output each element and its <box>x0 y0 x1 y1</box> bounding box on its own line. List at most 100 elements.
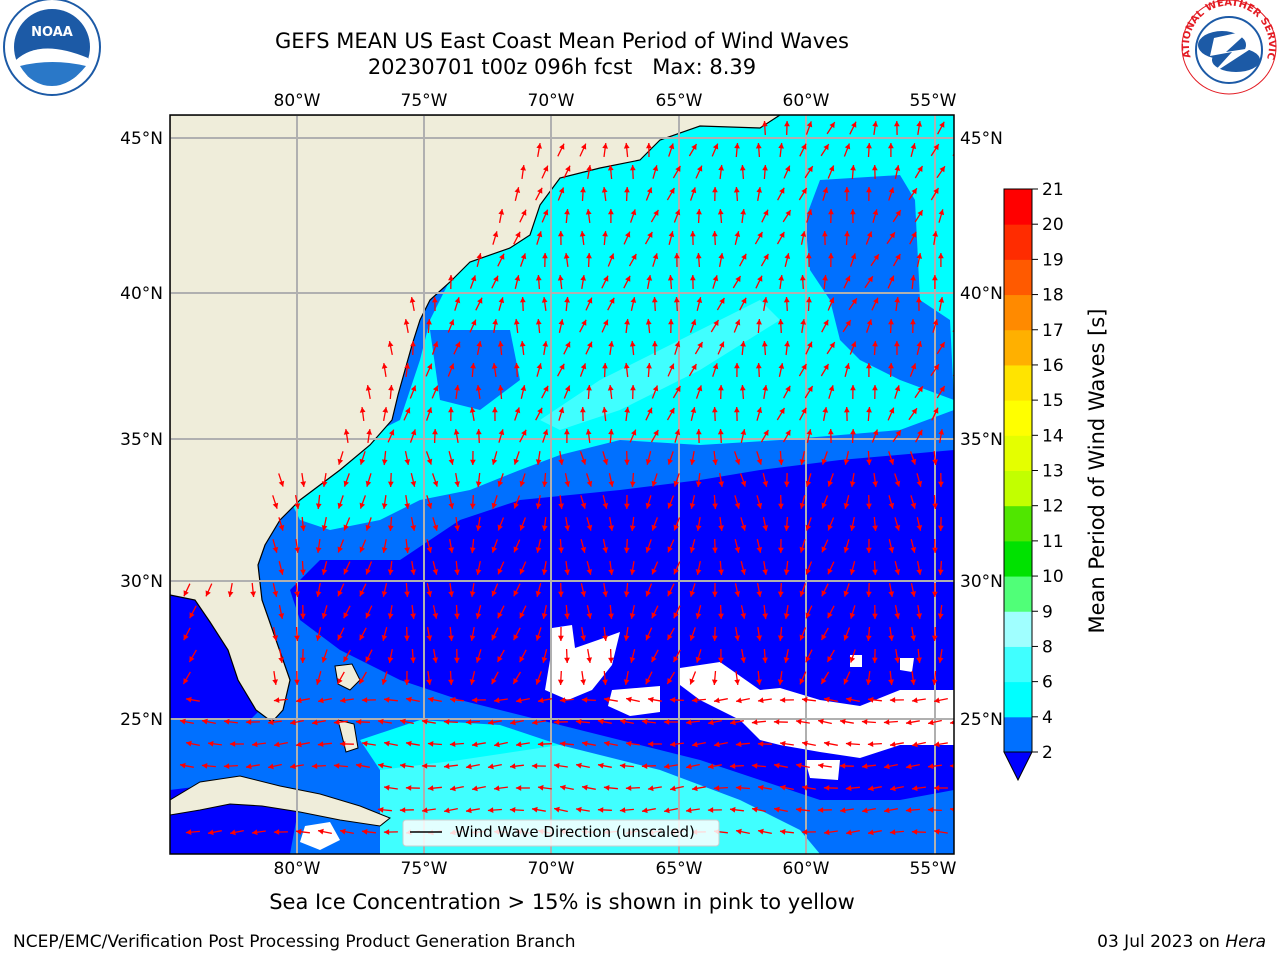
wave-direction-arrowhead <box>421 763 428 769</box>
wave-direction-arrowhead <box>888 502 895 509</box>
wave-direction-arrowhead <box>563 253 570 259</box>
wave-direction-arrowhead <box>444 763 450 770</box>
wave-direction-arrowhead <box>956 785 962 791</box>
wave-direction-arrowhead <box>321 569 328 575</box>
wave-direction-arrowhead <box>472 741 478 748</box>
wave-direction-arrowhead <box>695 613 702 619</box>
wave-direction-arrowhead <box>542 341 548 347</box>
wave-direction-arrowhead <box>932 319 939 326</box>
wave-direction-arrowhead <box>422 718 428 725</box>
wave-direction-arrowhead <box>519 341 526 347</box>
wave-direction-arrowhead <box>938 209 945 216</box>
wave-direction-arrowhead <box>827 656 833 663</box>
wave-direction-arrowhead <box>845 741 852 747</box>
wave-direction-arrowhead <box>315 678 322 685</box>
wave-direction-arrowhead <box>740 209 746 215</box>
wave-direction-arrowhead <box>755 363 762 369</box>
wave-direction-arrowhead <box>824 696 830 703</box>
wave-direction-arrowhead <box>586 253 592 259</box>
lat-label: 45°N <box>960 129 1003 149</box>
wave-direction-arrowhead <box>937 657 944 663</box>
wave-direction-arrowhead <box>807 166 813 173</box>
wave-direction-arrowhead <box>823 319 829 326</box>
lon-label: 65°W <box>656 91 703 111</box>
wave-direction-arrowhead <box>912 697 918 704</box>
wave-direction-arrowhead <box>384 784 390 791</box>
wave-direction-arrowhead <box>515 785 522 791</box>
wave-direction-arrowhead <box>890 785 896 792</box>
wave-direction-arrowhead <box>960 656 965 662</box>
wave-direction-arrowhead <box>690 407 697 413</box>
wave-direction-arrowhead <box>910 502 917 509</box>
wave-direction-arrowhead <box>796 807 802 813</box>
wave-direction-arrowhead <box>491 363 498 369</box>
wave-direction-arrowhead <box>497 568 503 575</box>
wave-direction-arrowhead <box>536 363 543 370</box>
wave-direction-arrowhead <box>365 480 372 487</box>
period-region-4-6s-south <box>360 720 560 770</box>
wave-direction-arrowhead <box>950 807 954 812</box>
wave-direction-arrowhead <box>739 165 746 171</box>
wave-direction-arrowhead <box>784 121 790 127</box>
wave-direction-arrowhead <box>866 591 872 597</box>
wave-direction-arrowhead <box>541 297 548 303</box>
wave-direction-arrowhead <box>799 459 806 465</box>
wave-direction-arrowhead <box>740 480 747 487</box>
wave-direction-arrowhead <box>647 231 653 238</box>
wave-direction-arrowhead <box>718 385 724 391</box>
wave-direction-arrowhead <box>932 591 938 597</box>
wave-direction-arrowhead <box>494 741 500 748</box>
wave-direction-arrowhead <box>867 276 873 283</box>
wave-direction-arrowhead <box>818 718 824 725</box>
wave-direction-arrowhead <box>343 656 349 663</box>
wave-direction-arrowhead <box>516 741 522 748</box>
wave-direction-arrowhead <box>470 275 477 282</box>
wave-direction-arrowhead <box>498 209 505 215</box>
colorbar-label: Mean Period of Wind Waves [s] <box>1085 309 1109 634</box>
wave-direction-arrowhead <box>762 481 769 487</box>
wave-direction-arrowhead <box>381 678 388 685</box>
wave-direction-arrowhead <box>939 166 945 173</box>
wave-direction-arrowhead <box>626 740 632 747</box>
lat-label: 35°N <box>960 430 1003 450</box>
wave-direction-arrowhead <box>180 762 186 769</box>
wave-direction-arrowhead <box>619 807 626 813</box>
wave-direction-arrowhead <box>333 719 340 725</box>
wave-direction-arrowhead <box>202 718 208 725</box>
wave-direction-arrowhead <box>807 386 813 392</box>
wave-direction-arrowhead <box>669 697 676 703</box>
wave-direction-arrowhead <box>890 741 896 748</box>
wave-direction-arrowhead <box>315 635 322 641</box>
wave-direction-arrowhead <box>712 275 719 282</box>
wave-direction-arrowhead <box>664 807 670 814</box>
wave-direction-arrowhead <box>911 408 917 415</box>
wave-direction-arrowhead <box>520 253 527 260</box>
wave-direction-arrowhead <box>404 591 410 597</box>
wave-direction-arrowhead <box>828 209 834 215</box>
wave-direction-arrowhead <box>300 525 306 531</box>
wave-direction-arrowhead <box>805 568 811 575</box>
wave-direction-arrowhead <box>962 122 967 128</box>
wave-direction-arrowhead <box>799 275 806 281</box>
wave-direction-arrowhead <box>712 143 719 150</box>
wave-direction-arrowhead <box>689 503 696 509</box>
wave-direction-arrowhead <box>278 524 285 531</box>
wave-direction-arrowhead <box>894 524 901 531</box>
wave-direction-arrowhead <box>827 524 833 531</box>
wave-direction-arrowhead <box>296 828 302 835</box>
lat-label: 35°N <box>120 430 163 450</box>
wave-direction-arrowhead <box>695 569 702 575</box>
wave-direction-arrowhead <box>751 763 758 769</box>
wave-direction-arrowhead <box>337 502 343 509</box>
wave-direction-arrowhead <box>695 656 702 663</box>
wave-direction-arrowhead <box>491 678 497 685</box>
wave-direction-arrow <box>961 165 966 178</box>
wave-direction-arrowhead <box>868 785 874 792</box>
wave-direction-arrowhead <box>432 657 438 663</box>
wave-direction-arrowhead <box>359 546 365 553</box>
wave-direction-arrowhead <box>695 481 702 487</box>
wave-direction-arrowhead <box>752 806 758 813</box>
wave-direction-arrowhead <box>311 763 318 769</box>
wave-direction-arrowhead <box>894 480 901 487</box>
wave-direction-arrowhead <box>894 341 900 347</box>
